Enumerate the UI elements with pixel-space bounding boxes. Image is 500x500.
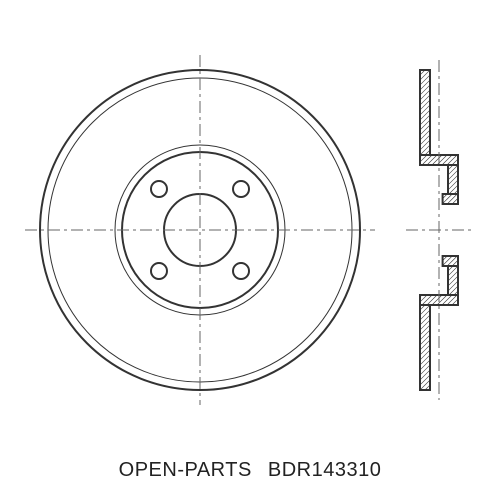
product-label: OPEN-PARTS BDR143310 [0,459,500,482]
disc-front-view [25,55,375,405]
part-number-text: BDR143310 [268,459,381,481]
brand-text: OPEN-PARTS [119,459,252,481]
diagram-canvas [0,0,500,500]
